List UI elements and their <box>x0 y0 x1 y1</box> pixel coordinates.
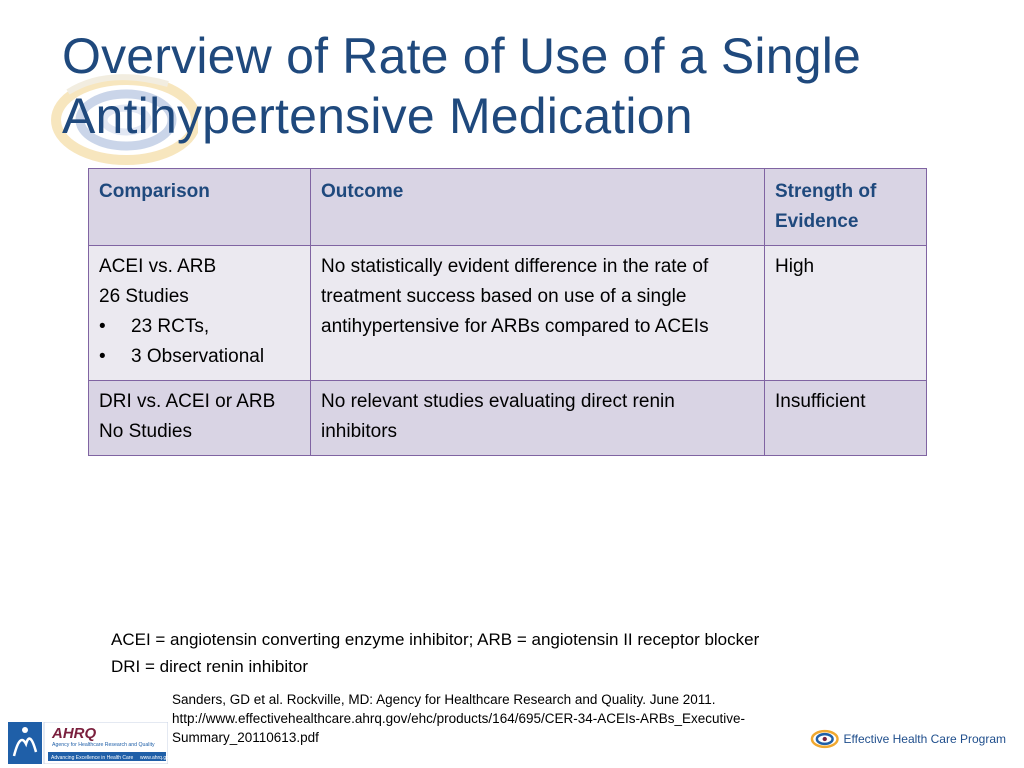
svg-text:AHRQ: AHRQ <box>51 725 96 742</box>
comparison-title: ACEI vs. ARB <box>99 256 217 277</box>
abbreviation-line: DRI = direct renin inhibitor <box>111 657 309 676</box>
study-count: 26 Studies <box>99 286 189 307</box>
header-comparison: Comparison <box>88 168 311 246</box>
comparison-title: DRI vs. ACEI or ARB <box>99 391 276 412</box>
slide-title: Overview of Rate of Use of a Single Anti… <box>62 28 862 144</box>
citation-line: Sanders, GD et al. Rockville, MD: Agency… <box>172 692 716 707</box>
bullet-text: 23 RCTs, <box>131 316 210 337</box>
cell-strength: High <box>764 245 927 381</box>
bullet-item: • 3 Observational <box>99 346 265 367</box>
bullet-text: 3 Observational <box>131 346 265 367</box>
svg-text:Advancing Excellence in Health: Advancing Excellence in Health Care <box>51 755 133 761</box>
svg-text:Agency for Healthcare Research: Agency for Healthcare Research and Quali… <box>52 742 155 748</box>
cell-comparison: DRI vs. ACEI or ARB No Studies <box>88 380 311 456</box>
header-outcome: Outcome <box>310 168 765 246</box>
ehc-logo-text: Effective Health Care Program <box>843 732 1006 746</box>
cell-outcome: No relevant studies evaluating direct re… <box>310 380 765 456</box>
svg-text:www.ahrq.gov: www.ahrq.gov <box>140 755 168 761</box>
citation: Sanders, GD et al. Rockville, MD: Agency… <box>172 690 852 747</box>
ehc-logo: Effective Health Care Program <box>810 726 1006 752</box>
abbreviations: ACEI = angiotensin converting enzyme inh… <box>111 626 1011 680</box>
bullet-item: • 23 RCTs, <box>99 316 210 337</box>
cell-outcome: No statistically evident difference in t… <box>310 245 765 381</box>
cell-comparison: ACEI vs. ARB 26 Studies • 23 RCTs, • 3 Obs… <box>88 245 311 381</box>
abbreviation-line: ACEI = angiotensin converting enzyme inh… <box>111 630 760 649</box>
table-row: DRI vs. ACEI or ARB No Studies No releva… <box>88 380 927 456</box>
header-strength-of-evidence: Strength of Evidence <box>764 168 927 246</box>
watermark-logo-icon <box>51 74 198 165</box>
citation-url-cont[interactable]: Summary_20110613.pdf <box>172 730 319 745</box>
table-header-row: Comparison Outcome Strength of Evidence <box>88 168 927 246</box>
ahrq-logo-icon: AHRQ Agency for Healthcare Research and … <box>8 722 168 764</box>
evidence-table: Comparison Outcome Strength of Evidence … <box>88 168 927 456</box>
study-count: No Studies <box>99 421 192 442</box>
table-row: ACEI vs. ARB 26 Studies • 23 RCTs, • 3 Obs… <box>88 245 927 381</box>
ehc-swirl-icon <box>810 729 839 749</box>
citation-url[interactable]: http://www.effectivehealthcare.ahrq.gov/… <box>172 711 746 726</box>
cell-strength: Insufficient <box>764 380 927 456</box>
